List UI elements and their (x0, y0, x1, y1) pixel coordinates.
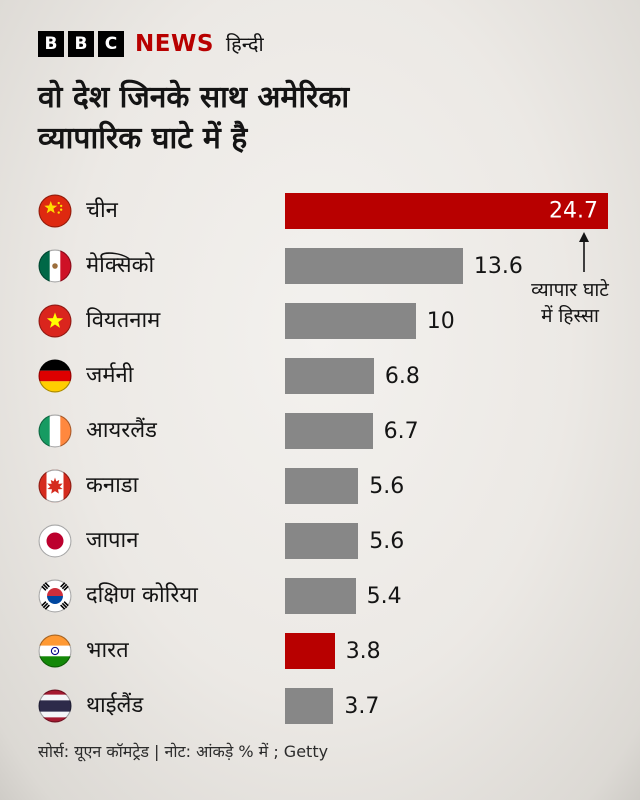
bar-value: 3.7 (344, 693, 380, 719)
germany-flag-icon (38, 359, 72, 393)
bar-value: 5.6 (369, 473, 405, 499)
annotation-text: व्यापार घाटे में हिस्सा (531, 279, 609, 327)
south-korea-flag-icon (38, 579, 72, 613)
chart-annotation: व्यापार घाटे में हिस्सा (524, 232, 616, 329)
country-label: जापान (86, 528, 139, 554)
bar-area: 6.7 (285, 404, 608, 459)
bar-area: 3.8 (285, 624, 608, 679)
bbc-logo-letter-c: C (98, 30, 124, 57)
bar-japan (285, 523, 359, 560)
title-line-1: वो देश जिनके साथ अमेरिका (38, 80, 350, 115)
trade-deficit-bar-chart: चीन 24.7 मेक्सिको 13.6 (38, 184, 608, 734)
chart-row-canada: कनाडा 5.6 (38, 459, 608, 514)
bar-value: 5.6 (369, 528, 405, 554)
bbc-logo-letter-b2: B (68, 30, 94, 57)
bar-value: 13.6 (473, 253, 523, 279)
title-line-2: व्यापारिक घाटे में है (38, 121, 248, 157)
bar-area: 13.6 (285, 239, 608, 294)
bar-value: 10 (426, 308, 455, 334)
bar-germany (285, 358, 374, 395)
chart-row-vietnam: वियतनाम 10 (38, 294, 608, 349)
up-arrow-icon (579, 232, 589, 272)
bar-mexico (285, 248, 463, 285)
page-title: वो देश जिनके साथ अमेरिका व्यापारिक घाटे … (38, 77, 608, 160)
bar-area: 6.8 (285, 349, 608, 404)
chart-row-japan: जापान 5.6 (38, 514, 608, 569)
bar-thailand (285, 688, 334, 725)
bar-canada (285, 468, 359, 505)
source-footer: सोर्स: यूएन कॉमट्रेड | नोट: आंकड़े % में… (38, 741, 329, 761)
bar-china (285, 193, 608, 230)
thailand-flag-icon (38, 689, 72, 723)
bar-area: 3.7 (285, 679, 608, 734)
chart-row-mexico: मेक्सिको 13.6 (38, 239, 608, 294)
country-label: दक्षिण कोरिया (86, 583, 198, 609)
bar-india (285, 633, 335, 670)
bar-value: 5.4 (366, 583, 402, 609)
country-label: चीन (86, 198, 118, 224)
canada-flag-icon (38, 469, 72, 503)
chart-row-thailand: थाईलैंड 3.7 (38, 679, 608, 734)
bar-area: 24.7 (285, 184, 608, 239)
bbc-news-header: B B C NEWS हिन्दी (38, 30, 608, 57)
bar-value: 6.7 (383, 418, 419, 444)
mexico-flag-icon (38, 249, 72, 283)
country-label: आयरलैंड (86, 418, 157, 444)
chart-row-ireland: आयरलैंड 6.7 (38, 404, 608, 459)
bar-ireland (285, 413, 373, 450)
bar-area: 10 (285, 294, 608, 349)
bar-south-korea (285, 578, 356, 615)
vietnam-flag-icon (38, 304, 72, 338)
language-label: हिन्दी (225, 32, 264, 56)
bar-area: 5.6 (285, 514, 608, 569)
country-label: थाईलैंड (86, 693, 144, 719)
bar-value: 24.7 (549, 198, 598, 224)
bar-area: 5.6 (285, 459, 608, 514)
country-label: जर्मनी (86, 363, 134, 389)
ireland-flag-icon (38, 414, 72, 448)
japan-flag-icon (38, 524, 72, 558)
bar-vietnam (285, 303, 416, 340)
bar-area: 5.4 (285, 569, 608, 624)
china-flag-icon (38, 194, 72, 228)
news-label: NEWS (135, 30, 214, 57)
bbc-logo-letter-b1: B (38, 30, 64, 57)
country-label: कनाडा (86, 473, 139, 499)
country-label: भारत (86, 638, 129, 664)
chart-row-china: चीन 24.7 (38, 184, 608, 239)
bar-value: 3.8 (345, 638, 381, 664)
india-flag-icon (38, 634, 72, 668)
chart-row-south-korea: दक्षिण कोरिया 5.4 (38, 569, 608, 624)
chart-row-india: भारत 3.8 (38, 624, 608, 679)
country-label: मेक्सिको (86, 253, 155, 279)
country-label: वियतनाम (86, 308, 161, 334)
chart-row-germany: जर्मनी 6.8 (38, 349, 608, 404)
bar-value: 6.8 (384, 363, 420, 389)
